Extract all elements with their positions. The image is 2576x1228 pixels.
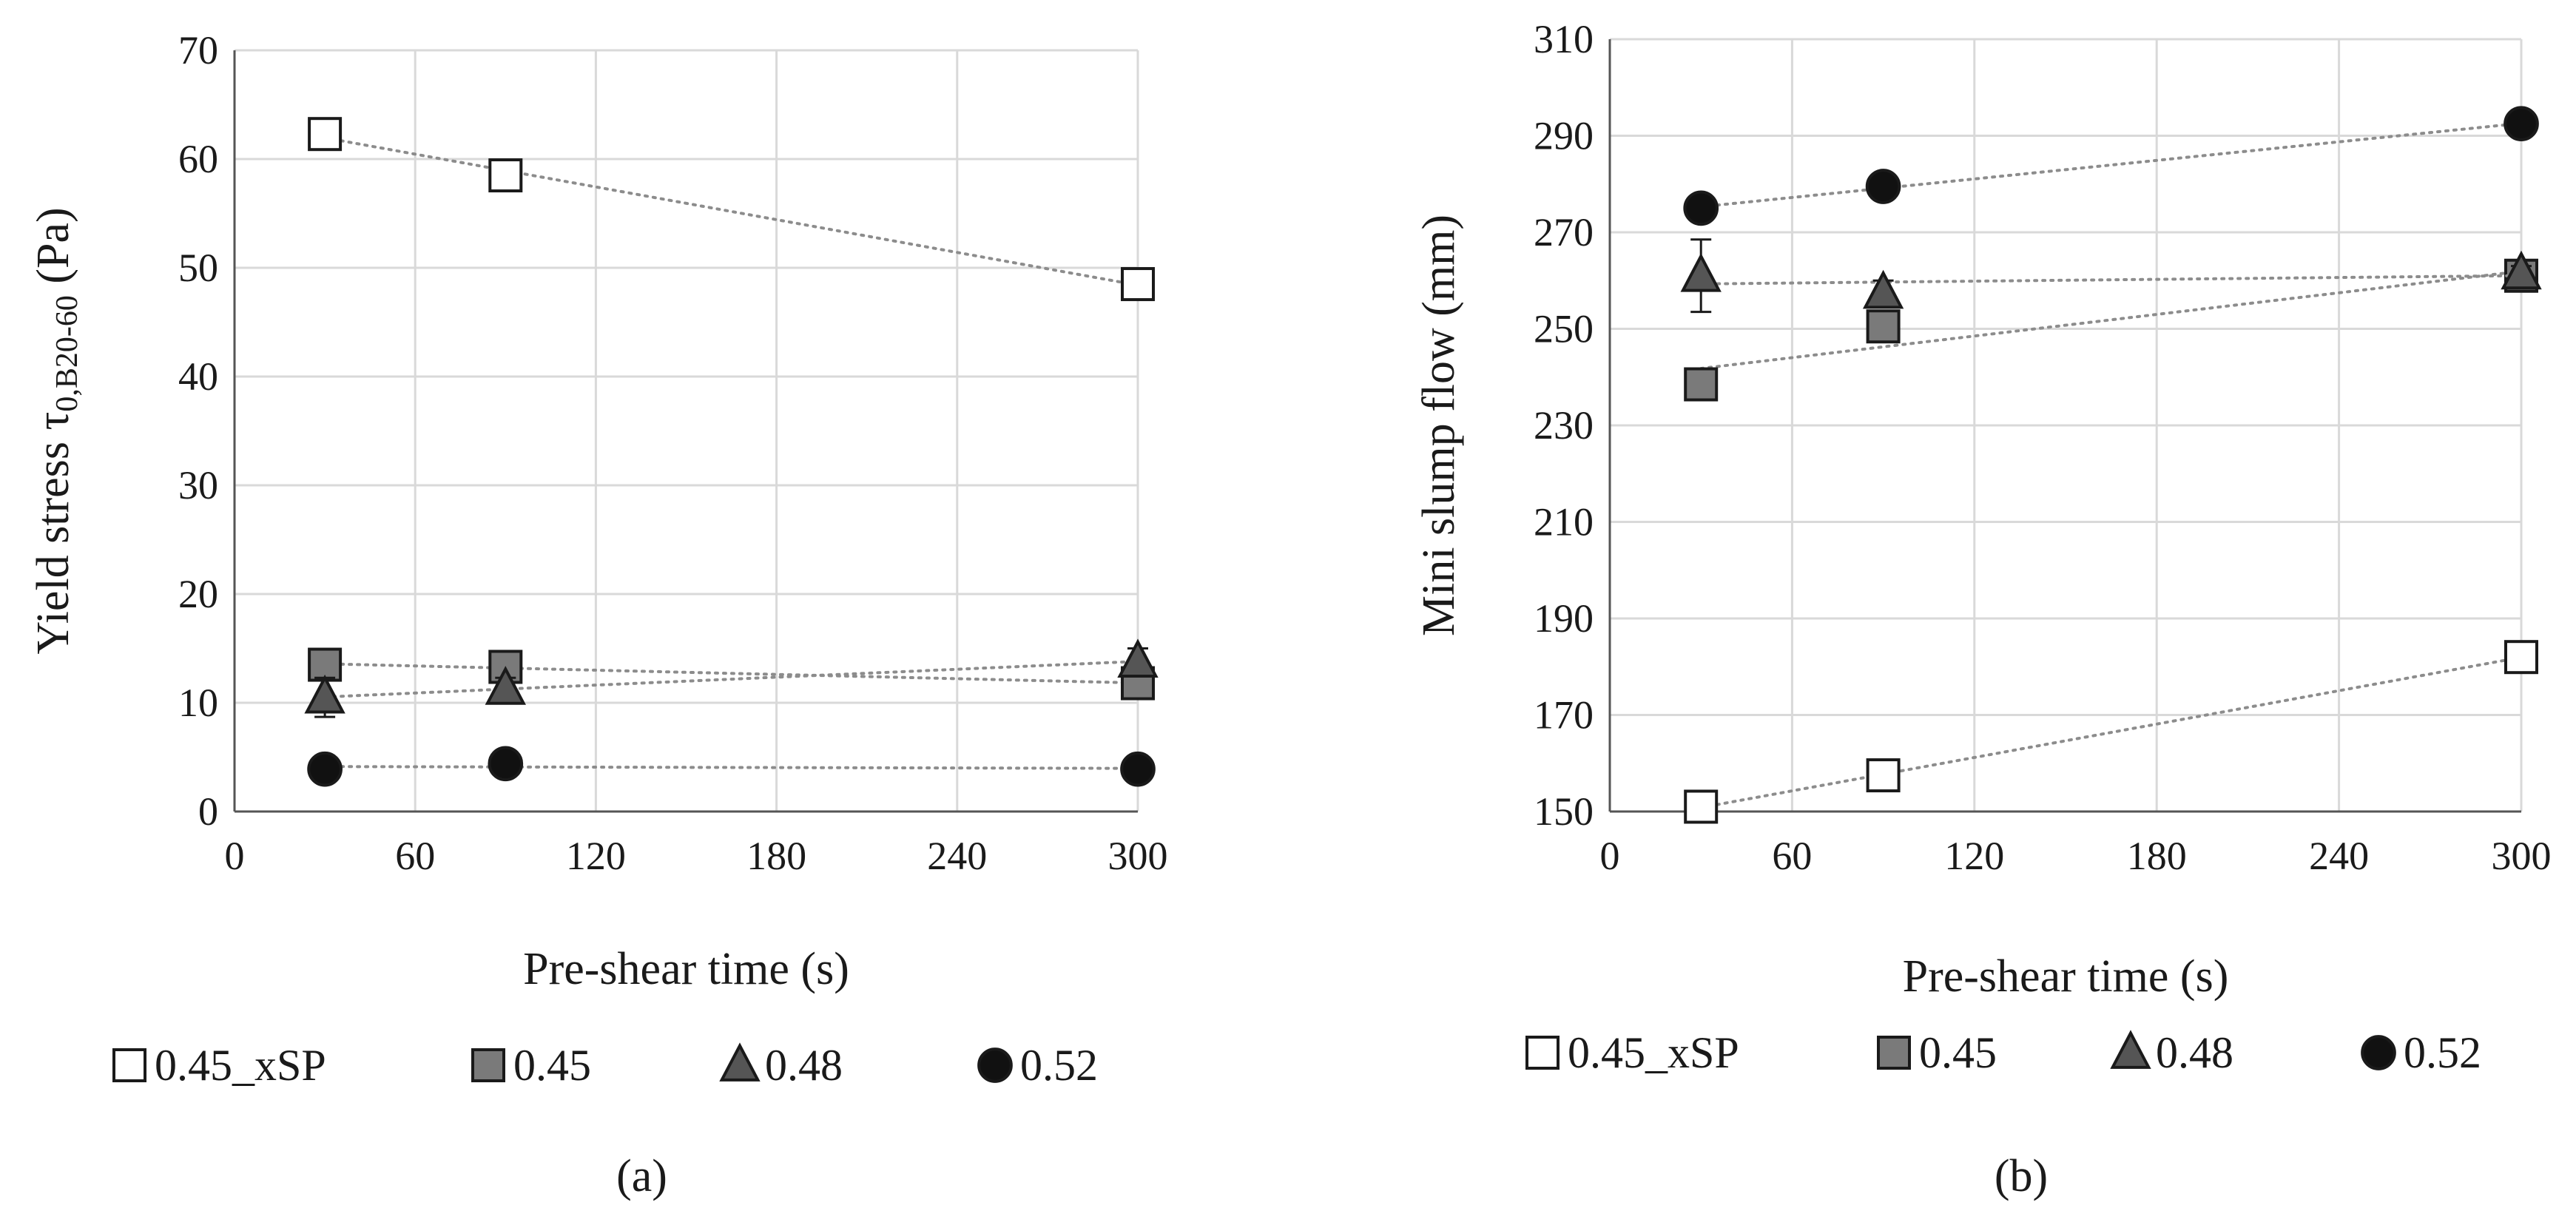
trendline-0.45_xSP [323, 136, 1139, 287]
y-tick-label: 290 [1534, 114, 1594, 158]
panel-caption: (b) [1995, 1151, 2048, 1201]
y-axis-title: Yield stress τ0,B20-60 (Pa) [28, 207, 84, 654]
legend-marker-0.48 [719, 1042, 761, 1082]
data-point-0.45_xSP-300 [2504, 640, 2538, 675]
data-point-0.52-30 [307, 751, 343, 787]
trendline-0.45 [323, 662, 1139, 685]
y-tick-label: 170 [1534, 693, 1594, 738]
legend-label-0.45: 0.45 [513, 1041, 591, 1090]
trendline-0.52 [1699, 121, 2523, 209]
data-point-0.48-90 [485, 666, 526, 705]
data-point-0.52-300 [2503, 106, 2539, 142]
data-point-0.45_xSP-300 [1121, 267, 1155, 302]
x-axis-title: Pre-shear time (s) [1903, 951, 2229, 1002]
y-tick-label: 270 [1534, 210, 1594, 254]
y-tick-label: 310 [1534, 17, 1594, 61]
y-axis-title: Mini slump flow (mm) [1414, 215, 1464, 636]
y-tick-label: 210 [1534, 500, 1594, 544]
x-axis-title: Pre-shear time (s) [523, 944, 849, 994]
legend-marker-0.48 [2110, 1030, 2151, 1069]
trendline-0.45 [1699, 269, 2523, 371]
x-tick-label: 120 [566, 834, 626, 878]
legend-marker-0.45 [1877, 1036, 1911, 1070]
legend-label-0.45: 0.45 [1919, 1028, 1997, 1077]
y-axis-title-main: Mini slump flow (mm) [1414, 215, 1464, 636]
legend-label-0.45_xSP: 0.45_xSP [1568, 1028, 1739, 1077]
data-point-0.48-30 [304, 674, 345, 714]
data-point-0.45_xSP-90 [1866, 758, 1901, 793]
x-tick-label: 120 [1944, 834, 2004, 878]
x-tick-label: 300 [2492, 834, 2552, 878]
trendline-0.45_xSP [1699, 655, 2523, 809]
y-tick-label: 50 [178, 246, 218, 290]
y-tick-label: 60 [178, 137, 218, 181]
data-point-0.45-90 [1866, 309, 1901, 344]
y-axis-title-main: Yield stress τ [28, 412, 78, 655]
panel-a-yield-stress-chart: 0 10 20 30 40 50 60 70 0 60 120 180 240 300 Pre-shear … [28, 28, 1168, 1201]
y-tick-label: 150 [1534, 789, 1594, 834]
panel-caption: (a) [616, 1151, 667, 1201]
x-tick-label: 240 [2309, 834, 2369, 878]
y-tick-label: 70 [178, 28, 218, 72]
data-point-0.48-30 [1680, 252, 1722, 292]
legend-marker-0.52 [2361, 1035, 2396, 1070]
trendline-0.48 [1699, 274, 2523, 286]
legend-label-0.48: 0.48 [765, 1041, 843, 1090]
x-tick-label: 180 [746, 834, 806, 878]
legend-label-0.52: 0.52 [2404, 1028, 2481, 1077]
x-tick-label: 300 [1108, 834, 1168, 878]
y-tick-label: 40 [178, 354, 218, 399]
x-tick-label: 60 [1772, 834, 1812, 878]
data-point-0.45_xSP-90 [488, 158, 523, 193]
y-tick-label: 30 [178, 463, 218, 507]
y-axis-title-subscript: 0,B20-60 [50, 295, 84, 412]
y-tick-label: 250 [1534, 307, 1594, 351]
trendline-0.48 [323, 660, 1139, 699]
legend-label-0.48: 0.48 [2156, 1028, 2233, 1077]
data-point-0.52-30 [1683, 190, 1719, 226]
x-tick-label: 0 [225, 834, 245, 878]
data-point-0.48-90 [1862, 269, 1904, 309]
y-tick-label: 190 [1534, 596, 1594, 641]
data-point-0.45_xSP-30 [1684, 789, 1719, 824]
data-point-0.45-30 [1684, 367, 1719, 402]
y-axis-title-unit: (Pa) [28, 207, 78, 295]
legend-label-0.52: 0.52 [1020, 1041, 1098, 1090]
legend-marker-0.52 [977, 1047, 1013, 1083]
legend-marker-0.45_xSP [112, 1048, 146, 1082]
y-tick-label: 20 [178, 572, 218, 616]
x-tick-label: 180 [2127, 834, 2187, 878]
panel-b-mini-slump-flow-chart: 150 170 190 210 230 250 270 290 310 0 60 120 180 240 3… [1414, 17, 2552, 1201]
data-point-0.52-300 [1120, 751, 1156, 787]
data-point-0.52-90 [1865, 169, 1901, 204]
x-tick-label: 240 [927, 834, 987, 878]
x-tick-label: 60 [395, 834, 435, 878]
y-tick-label: 10 [178, 681, 218, 725]
legend-marker-0.45 [471, 1048, 505, 1082]
legend-marker-0.45_xSP [1525, 1036, 1560, 1070]
trendline-0.52 [323, 765, 1139, 770]
data-point-0.45_xSP-30 [308, 117, 343, 152]
legend-label-0.45_xSP: 0.45_xSP [155, 1041, 326, 1090]
y-tick-label: 0 [198, 789, 218, 834]
data-point-0.52-90 [488, 746, 524, 782]
y-tick-label: 230 [1534, 403, 1594, 448]
x-tick-label: 0 [1600, 834, 1620, 878]
data-point-0.48-300 [2501, 250, 2542, 290]
data-point-0.48-300 [1117, 638, 1159, 678]
